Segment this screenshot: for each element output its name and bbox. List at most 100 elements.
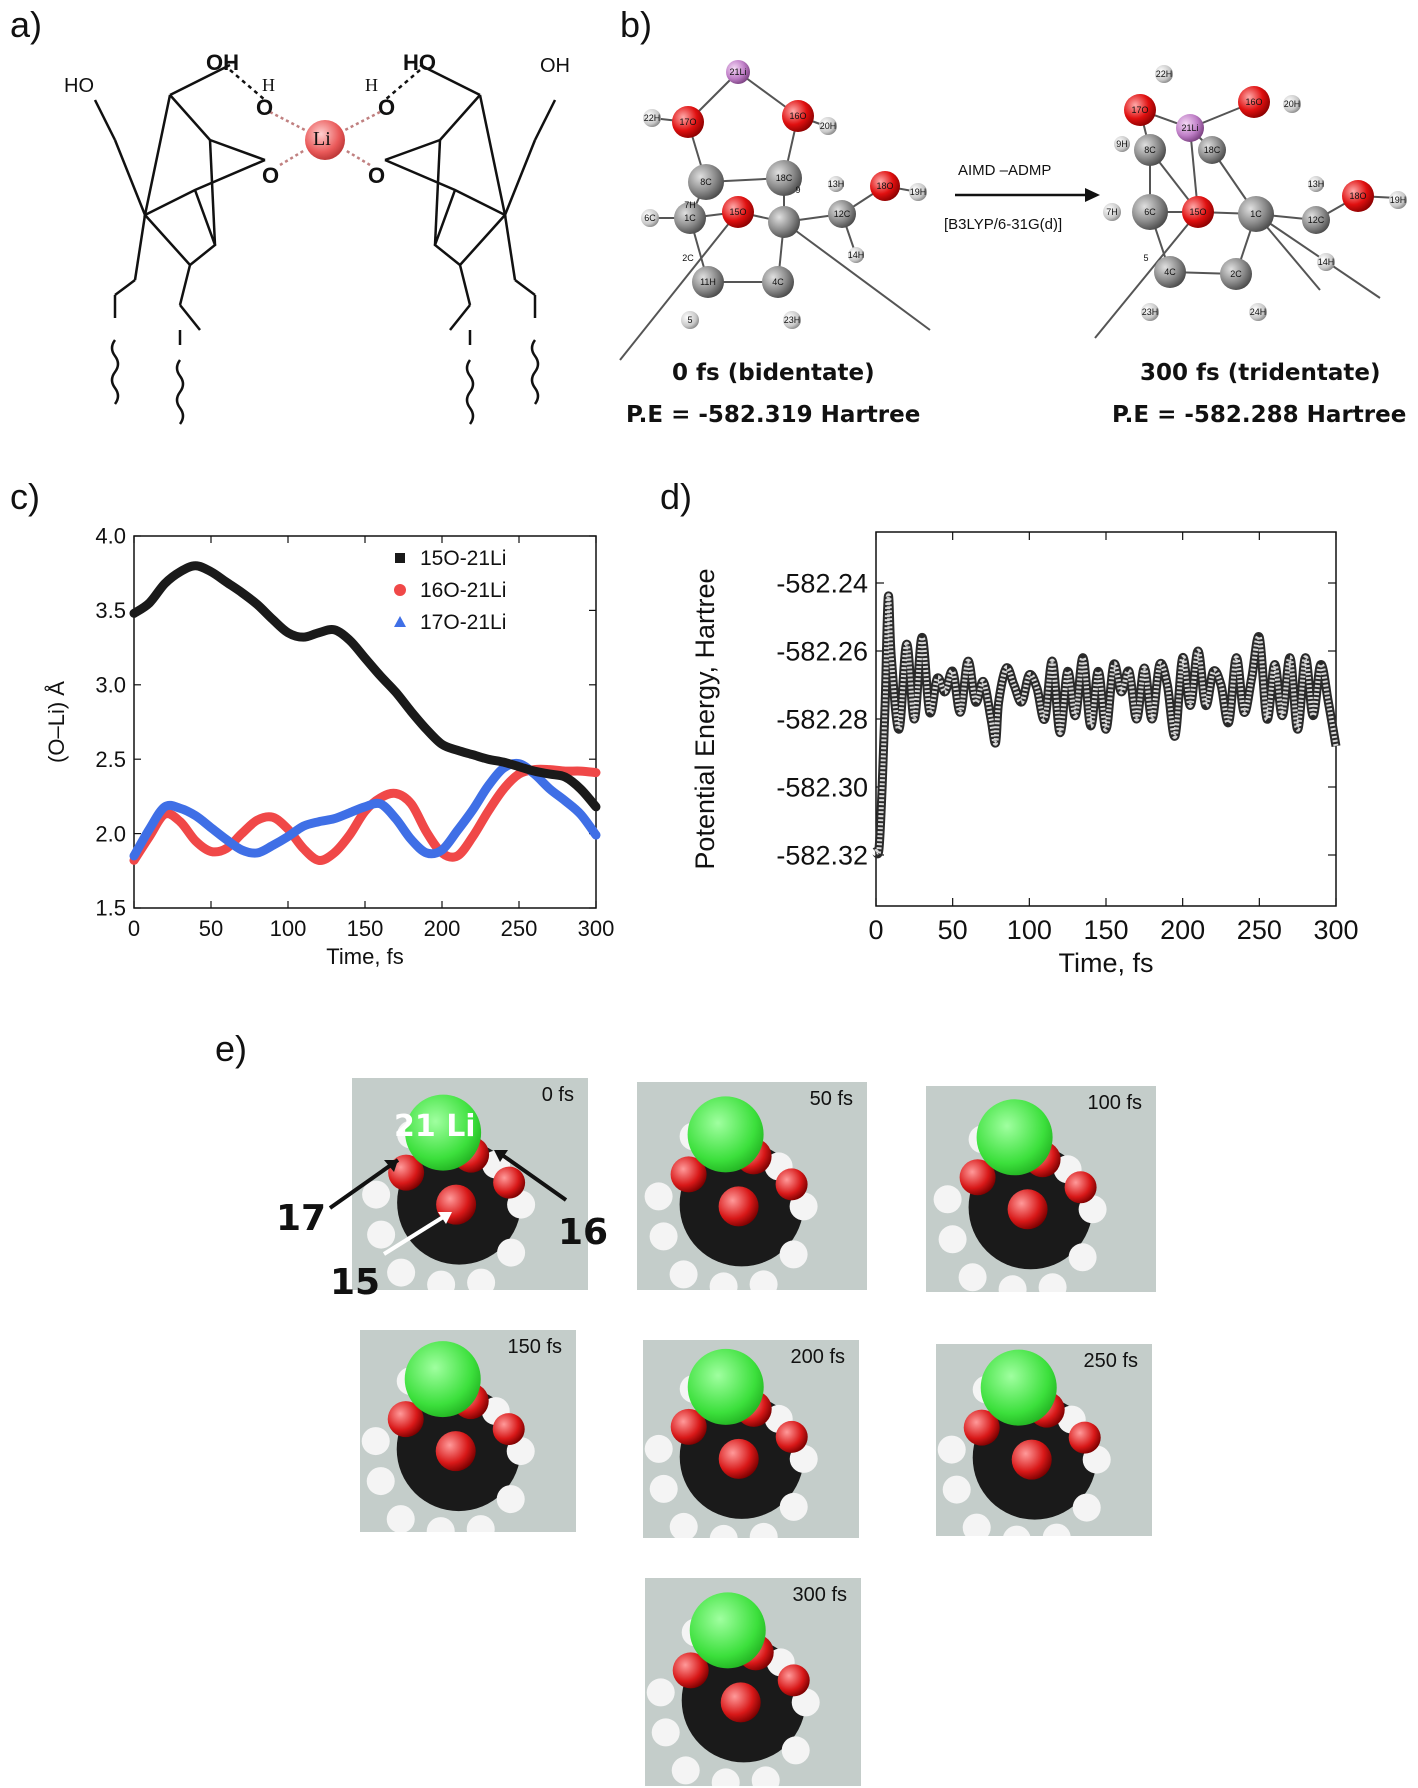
panel-e-label: e)	[215, 1028, 248, 1069]
hydrogen-atom	[671, 1756, 700, 1785]
snapshot-time-label: 150 fs	[507, 1336, 562, 1358]
hydrogen-atom	[709, 1524, 738, 1538]
panel-a-li: Li	[313, 128, 331, 150]
hydrogen-atom	[938, 1225, 967, 1254]
hydrogen-atom	[644, 1434, 673, 1463]
panel-a-ho-left: HO	[64, 75, 94, 97]
hydrogen-atom	[958, 1263, 987, 1292]
chart-c-ytick-label: 2.5	[95, 747, 126, 772]
chart-c-xtick-label: 200	[424, 916, 461, 941]
oxygen-atom-15	[435, 1431, 476, 1472]
hydrogen-atom	[649, 1474, 678, 1503]
snapshot-panel: 250 fs	[936, 1344, 1152, 1536]
hydrogen-atom	[933, 1185, 962, 1214]
hydrogen-atom	[998, 1275, 1027, 1292]
panel-a-o3: O	[262, 163, 280, 188]
panel-a-oh-right: OH	[540, 55, 570, 77]
panel-a-o1: O	[256, 95, 274, 120]
chart-d-xtick-label: 300	[1313, 915, 1358, 945]
hydrogen-atom	[466, 1515, 495, 1532]
panel-b-label: b)	[620, 4, 653, 45]
hydrogen-atom	[427, 1270, 456, 1290]
hydrogen-atom	[426, 1517, 455, 1532]
hydrogen-atom	[1068, 1243, 1097, 1272]
oxygen-atom-15	[720, 1682, 761, 1723]
pe-series-line	[873, 593, 1339, 857]
hydrogen-atom	[749, 1522, 778, 1538]
arrow-top-label: AIMD –ADMP	[958, 162, 1052, 179]
series-15O-21Li	[129, 561, 601, 812]
panel-a-o4: O	[368, 163, 386, 188]
panel-a-label: a)	[10, 4, 43, 45]
oxygen-atom-18	[775, 1168, 808, 1201]
panel-a-ho-right: HO	[403, 50, 436, 75]
chart-c-xtick-label: 50	[199, 916, 223, 941]
left-energy: P.E = -582.319 Hartree	[626, 402, 921, 428]
chart-c-xlabel: Time, fs	[326, 944, 403, 969]
chart-c-ytick-label: 3.0	[95, 673, 126, 698]
oxygen-atom-18	[1064, 1171, 1097, 1204]
hydrogen-atom	[779, 1492, 808, 1521]
hydrogen-atom	[937, 1435, 966, 1464]
snapshot-panel: 100 fs	[926, 1086, 1156, 1292]
chart-c-ytick-label: 2.0	[95, 821, 126, 846]
hydrogen-atom	[962, 1513, 991, 1536]
hydrogen-atom	[669, 1512, 698, 1538]
snapshot-time-label: 50 fs	[809, 1088, 853, 1110]
chart-c-xtick-label: 100	[270, 916, 307, 941]
oxygen-atom-17	[670, 1408, 707, 1445]
legend-marker-triangle	[394, 616, 406, 627]
oxygen-atom-18	[775, 1420, 808, 1453]
hydrogen-atom	[669, 1260, 698, 1289]
hydrogen-atom	[649, 1222, 678, 1251]
snapshot-panel: 0 fs	[352, 1078, 588, 1290]
legend-label: 15O-21Li	[420, 547, 506, 570]
hydrogen-atom	[646, 1678, 675, 1707]
hydrogen-atom	[367, 1220, 396, 1249]
legend-marker-square	[395, 553, 405, 563]
hydrogen-atom	[779, 1240, 808, 1269]
lithium-ball	[689, 1592, 766, 1669]
panel-c-label: c)	[10, 476, 40, 517]
chart-d-ytick-label: -582.24	[776, 568, 868, 598]
chart-d-xtick-label: 0	[868, 915, 883, 945]
legend-marker-circle	[394, 584, 406, 596]
oxygen-atom-15	[1011, 1439, 1052, 1480]
panel-a-oh-left: OH	[206, 50, 239, 75]
oxygen-atom-17	[670, 1156, 707, 1193]
hydrogen-atom	[497, 1238, 526, 1267]
chart-d-ytick-label: -582.32	[776, 840, 868, 870]
lithium-ball	[687, 1348, 764, 1425]
chart-c-xtick-label: 250	[501, 916, 538, 941]
chart-d-xtick-label: 100	[1007, 915, 1052, 945]
snapshot-panel: 150 fs	[360, 1330, 576, 1532]
chart-d-ytick-label: -582.28	[776, 704, 868, 734]
hydrogen-atom	[1038, 1273, 1067, 1292]
chart-c-xtick-label: 300	[578, 916, 615, 941]
oxygen-atom-18	[493, 1166, 526, 1199]
chart-d-xlabel: Time, fs	[1058, 948, 1153, 978]
panel-a-o2: O	[378, 95, 396, 120]
hydrogen-atom	[1042, 1523, 1071, 1536]
chart-c-xtick-label: 150	[347, 916, 384, 941]
chart-d-xtick-label: 250	[1237, 915, 1282, 945]
lithium-ball	[687, 1096, 764, 1173]
chart-c-xtick-label: 0	[128, 916, 140, 941]
oxygen-atom-15	[436, 1184, 477, 1225]
snapshot-time-label: 0 fs	[541, 1084, 574, 1106]
chart-d-xtick-label: 200	[1160, 915, 1205, 945]
chart-d-ylabel: Potential Energy, Hartree	[690, 568, 720, 869]
chart-c-ytick-label: 3.5	[95, 598, 126, 623]
oxygen-atom-17	[959, 1159, 996, 1196]
hydrogen-atom	[366, 1467, 395, 1496]
hydrogen-atom	[467, 1268, 496, 1290]
lithium-ball	[405, 1094, 482, 1171]
arrow-bottom-label: [B3LYP/6-31G(d)]	[944, 216, 1063, 233]
right-energy: P.E = -582.288 Hartree	[1112, 402, 1407, 428]
hydrogen-atom	[644, 1182, 673, 1211]
chart-c-ytick-label: 4.0	[95, 524, 126, 549]
chart-d-ytick-label: -582.30	[776, 772, 868, 802]
panel-a-h-left: H	[262, 75, 275, 95]
oxygen-atom-17	[672, 1652, 709, 1689]
